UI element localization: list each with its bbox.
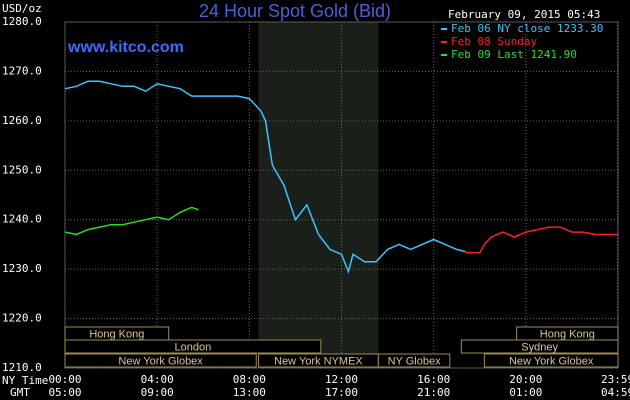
plot-under — [64, 21, 619, 369]
x-axis-label: NY Time — [2, 374, 48, 387]
x-tick-label-gmt: 21:00 — [417, 386, 450, 399]
legend-label: Feb 08 Sunday — [451, 35, 537, 48]
y-tick-label: 1230.0 — [2, 262, 42, 275]
session-label: New York NYMEX — [274, 355, 363, 367]
y-tick-label: 1250.0 — [2, 163, 42, 176]
session-label: Hong Kong — [540, 328, 595, 340]
y-tick-label: 1260.0 — [2, 114, 42, 127]
session-label: Sydney — [521, 341, 558, 353]
x-tick-label: 00:00 — [48, 373, 81, 386]
x-tick-label-gmt: 01:00 — [509, 386, 542, 399]
x-tick-label: 04:00 — [141, 373, 174, 386]
x-tick-label-gmt: 17:00 — [325, 386, 358, 399]
x-axis-label: GMT — [10, 386, 30, 399]
x-tick-label-gmt: 13:00 — [233, 386, 266, 399]
session-box — [64, 353, 257, 368]
y-unit: USD/oz — [2, 2, 42, 15]
legend-label: Feb 09 Last 1241.90 — [451, 48, 577, 61]
session-box — [483, 353, 619, 368]
x-tick-label-gmt: 09:00 — [141, 386, 174, 399]
session-label: London — [175, 341, 212, 353]
x-tick-label: 23:59 — [601, 373, 630, 386]
x-tick-label: 20:00 — [509, 373, 542, 386]
series-line — [64, 206, 199, 236]
y-tick-label: 1220.0 — [2, 312, 42, 325]
session-label: Hong Kong — [89, 328, 144, 340]
session-box — [64, 339, 322, 354]
session-label: NY Globex — [388, 355, 441, 367]
legend-label: Feb 06 NY close 1233.30 — [451, 22, 603, 35]
series-line — [465, 226, 618, 254]
x-tick-label: 08:00 — [233, 373, 266, 386]
y-tick-label: 1280.0 — [2, 15, 42, 28]
session-label: New York Globex — [509, 355, 594, 367]
y-tick-label: 1210.0 — [2, 361, 42, 374]
y-tick-label: 1270.0 — [2, 64, 42, 77]
x-tick-label: 16:00 — [417, 373, 450, 386]
x-tick-label-gmt: 04:59 — [601, 386, 630, 399]
shaded-range — [258, 22, 379, 368]
timestamp: February 09, 2015 05:43 — [448, 8, 600, 21]
series-line — [64, 80, 467, 274]
session-box — [460, 339, 619, 354]
session-box — [377, 353, 451, 368]
y-tick-label: 1240.0 — [2, 213, 42, 226]
x-tick-label: 12:00 — [325, 373, 358, 386]
site-label: www.kitco.com — [67, 39, 184, 56]
chart-title: 24 Hour Spot Gold (Bid) — [199, 1, 391, 21]
session-label: New York Globex — [118, 355, 203, 367]
x-tick-label-gmt: 05:00 — [48, 386, 81, 399]
